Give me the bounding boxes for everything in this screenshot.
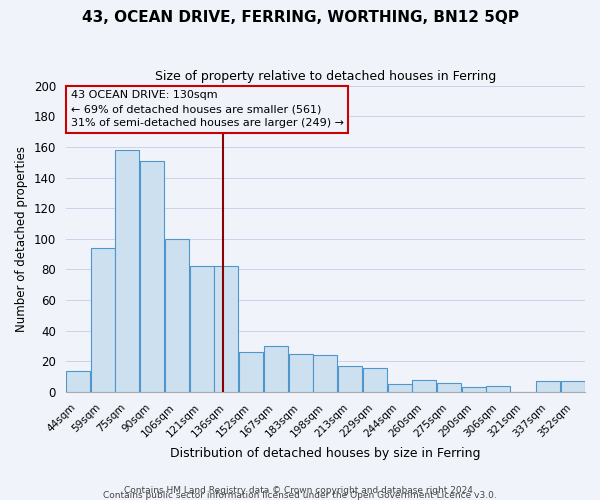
Bar (66, 370, 90, 392)
Bar (388, 384, 412, 392)
Bar (165, 239, 189, 392)
Bar (91, 248, 115, 392)
Bar (560, 382, 584, 392)
Bar (487, 386, 511, 392)
Text: 43 OCEAN DRIVE: 130sqm
← 69% of detached houses are smaller (561)
31% of semi-de: 43 OCEAN DRIVE: 130sqm ← 69% of detached… (71, 90, 344, 128)
Bar (239, 352, 263, 392)
Bar (338, 366, 362, 392)
Bar (363, 368, 387, 392)
Text: Contains HM Land Registry data © Crown copyright and database right 2024.: Contains HM Land Registry data © Crown c… (124, 486, 476, 495)
Text: 43, OCEAN DRIVE, FERRING, WORTHING, BN12 5QP: 43, OCEAN DRIVE, FERRING, WORTHING, BN12… (82, 10, 518, 25)
Bar (115, 150, 139, 392)
Text: Contains public sector information licensed under the Open Government Licence v3: Contains public sector information licen… (103, 491, 497, 500)
Bar (536, 382, 560, 392)
Bar (140, 160, 164, 392)
Bar (190, 266, 214, 392)
Title: Size of property relative to detached houses in Ferring: Size of property relative to detached ho… (155, 70, 496, 83)
Bar (462, 388, 486, 392)
Bar (264, 346, 288, 392)
Bar (289, 354, 313, 392)
X-axis label: Distribution of detached houses by size in Ferring: Distribution of detached houses by size … (170, 447, 481, 460)
Bar (412, 380, 436, 392)
Bar (214, 266, 238, 392)
Bar (437, 383, 461, 392)
Bar (313, 356, 337, 392)
Y-axis label: Number of detached properties: Number of detached properties (15, 146, 28, 332)
